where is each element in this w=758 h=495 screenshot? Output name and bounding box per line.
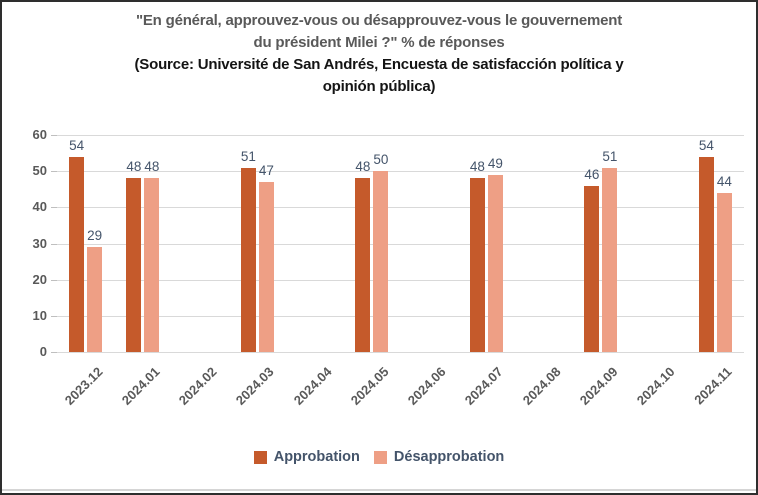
gridline-y20 [57,279,744,281]
y-axis-label-40: 40 [32,199,47,215]
bar-value-label: 54 [69,137,85,153]
legend-label-approbation: Approbation [273,449,360,465]
y-axis-tick-20 [51,279,57,281]
bar-approbation [469,178,485,352]
y-axis-tick-50 [51,171,57,173]
y-axis-label-20: 20 [32,271,47,287]
bar-value-label: 46 [584,166,600,182]
bar-value-label: 51 [602,148,618,164]
y-axis-tick-30 [51,243,57,245]
chart-legend: Approbation Désapprobation [2,449,756,465]
y-axis-label-60: 60 [32,127,47,142]
bar-approbation [69,156,85,352]
bar-value-label: 51 [240,148,256,164]
bar-value-label: 49 [487,155,503,171]
legend-swatch-approbation [253,450,267,464]
bar-value-label: 48 [355,159,371,175]
bar-desapprobation [258,182,274,352]
bar-desapprobation [716,192,732,352]
y-axis-label-10: 10 [32,307,47,323]
bar-value-label: 50 [373,152,389,168]
bar-desapprobation [144,178,160,352]
chart-title: "En général, approuvez-vous ou désapprou… [2,10,756,98]
gridline-y0 [57,352,744,353]
gridline-y30 [57,243,744,245]
bar-desapprobation [87,247,103,352]
y-axis-tick-0 [51,352,57,353]
bar-approbation [126,178,142,352]
y-axis-label-0: 0 [39,344,47,359]
bar-approbation [698,156,714,352]
bar-value-label: 29 [87,228,103,244]
legend-item-desapprobation: Désapprobation [373,449,505,465]
bar-value-label: 44 [716,173,732,189]
chart-title-line-2: du président Milei ?" % de réponses [253,34,505,51]
y-axis-label-30: 30 [32,235,47,251]
chart-source-line-1: (Source: Université de San Andrés, Encue… [134,56,624,73]
bar-desapprobation [602,167,618,352]
y-axis-tick-60 [51,135,57,136]
bar-value-label: 48 [144,159,160,175]
bar-approbation [240,167,256,352]
bar-value-label: 48 [126,159,142,175]
gridline-y50 [57,171,744,173]
bar-desapprobation [487,174,503,352]
bar-value-label: 47 [258,163,274,179]
chart-source-line-2: opinión pública) [322,78,436,95]
bar-value-label: 54 [698,137,714,153]
gridline-y40 [57,207,744,209]
bar-desapprobation [373,171,389,352]
legend-label-desapprobation: Désapprobation [393,449,505,465]
y-axis-tick-40 [51,207,57,209]
gridline-y60 [57,135,744,136]
y-axis-label-50: 50 [32,163,47,179]
legend-swatch-desapprobation [373,450,387,464]
legend-item-approbation: Approbation [253,449,360,465]
chart-title-line-1: "En général, approuvez-vous ou désapprou… [135,12,623,29]
y-axis-tick-10 [51,315,57,317]
bar-approbation [355,178,371,352]
gridline-y10 [57,315,744,317]
bar-value-label: 48 [469,159,485,175]
bar-approbation [584,185,600,352]
bottom-divider-line [2,489,756,491]
